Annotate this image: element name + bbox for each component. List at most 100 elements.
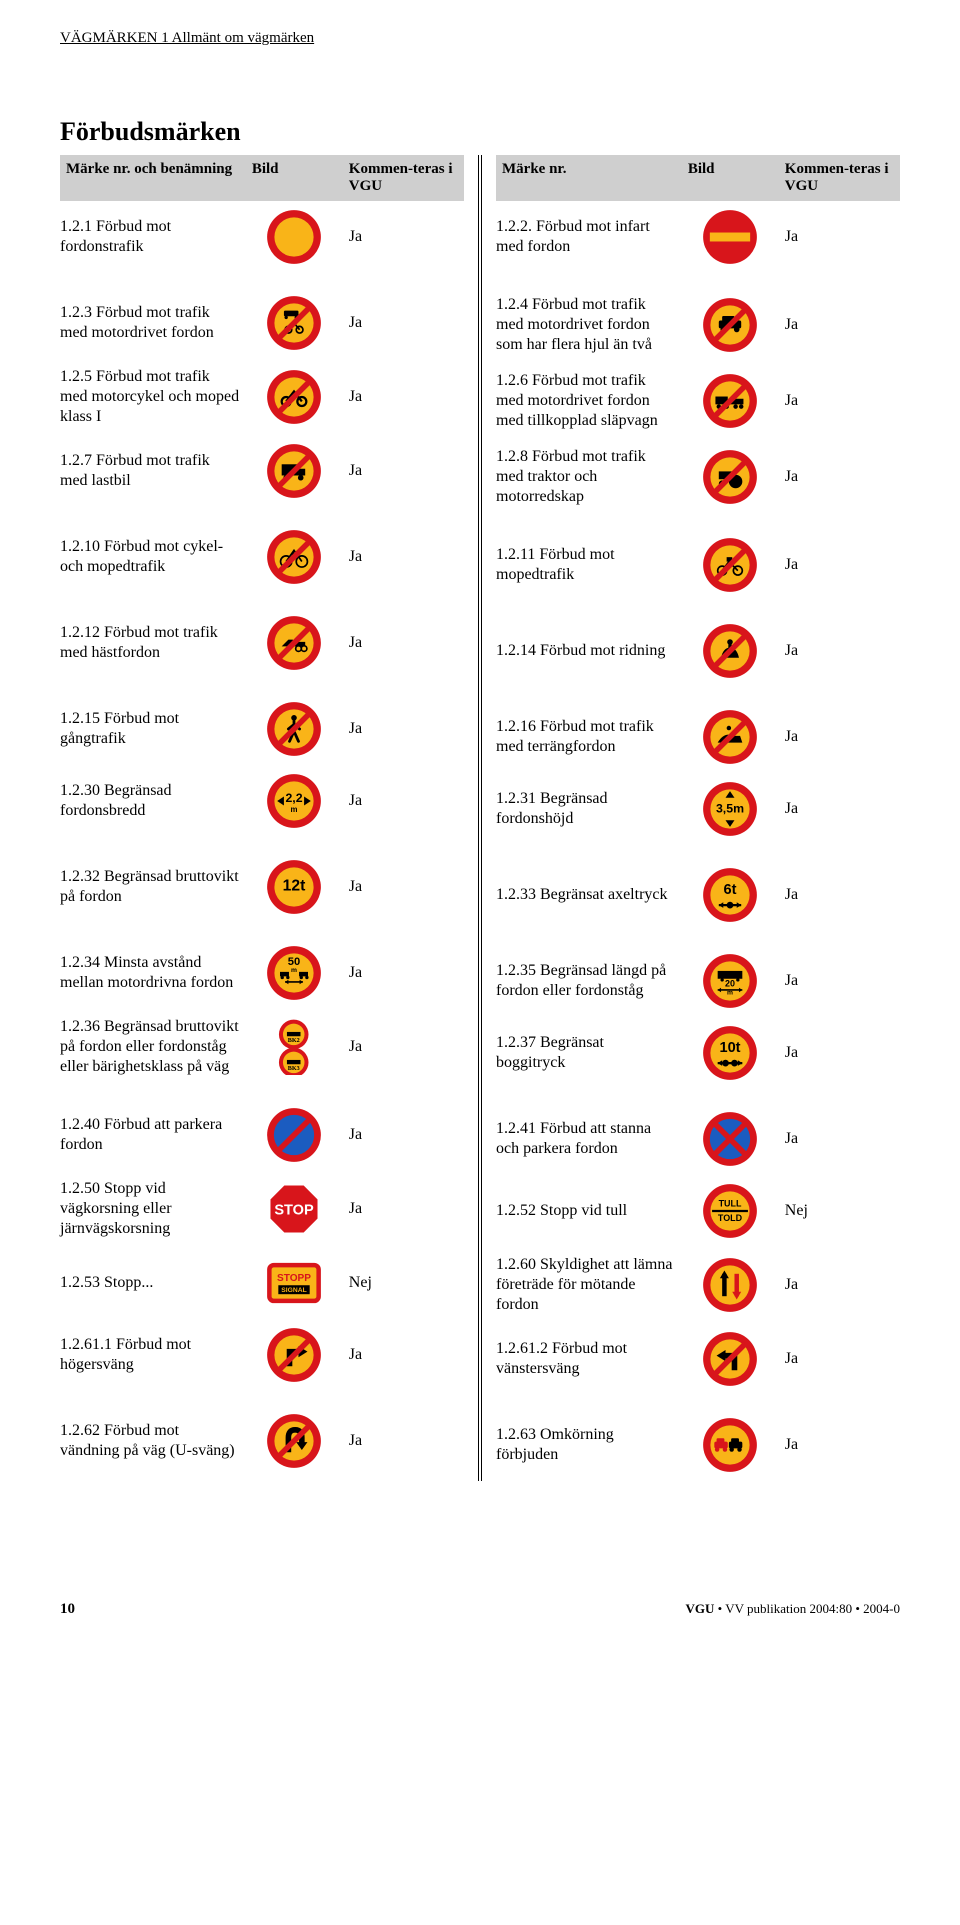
- section-title: Förbudsmärken: [60, 117, 900, 147]
- min-dist-icon: 50m: [266, 945, 322, 1001]
- table-row: 1.2.61.2 Förbud mot vänstersväng Ja: [496, 1323, 900, 1395]
- column-divider: [478, 155, 482, 1481]
- sign-image: 2,2m: [246, 773, 343, 829]
- sign-image: [682, 623, 779, 679]
- sign-label: 1.2.12 Förbud mot trafik med hästfordon: [60, 621, 246, 665]
- moped-slash-icon: [702, 537, 758, 593]
- sign-comment: Ja: [779, 314, 900, 336]
- sign-comment: Ja: [343, 632, 464, 654]
- no-park-icon: [266, 1107, 322, 1163]
- sign-comment: Ja: [343, 718, 464, 740]
- table-row: 1.2.63 Omkörning förbjuden Ja: [496, 1409, 900, 1481]
- ped-slash-icon: [266, 701, 322, 757]
- sign-label: 1.2.4 Förbud mot trafik med motordrivet …: [496, 293, 682, 357]
- sign-label: 1.2.32 Begränsad bruttovikt på fordon: [60, 865, 246, 909]
- svg-text:m: m: [291, 805, 298, 814]
- solid-circle-icon: [266, 209, 322, 265]
- sign-comment: Ja: [779, 1128, 900, 1150]
- horsecart-slash-icon: [266, 615, 322, 671]
- sign-label: 1.2.36 Begränsad bruttovikt på fordon el…: [60, 1015, 246, 1079]
- table-row: 1.2.34 Minsta avstånd mellan motordrivna…: [60, 937, 464, 1009]
- table-row: 1.2.33 Begränsat axeltryck 6t Ja: [496, 859, 900, 931]
- truck-slash-icon: [266, 443, 322, 499]
- sign-label: 1.2.10 Förbud mot cykel- och mopedtrafik: [60, 535, 246, 579]
- sign-comment: Ja: [779, 1274, 900, 1296]
- table-row: 1.2.36 Begränsad bruttovikt på fordon el…: [60, 1009, 464, 1085]
- svg-text:m: m: [291, 967, 297, 974]
- car-slash-icon: [702, 297, 758, 353]
- sign-comment: Nej: [343, 1272, 464, 1294]
- svg-text:3,5m: 3,5m: [716, 801, 744, 815]
- rider-slash-icon: [702, 623, 758, 679]
- axle-icon: 6t: [702, 867, 758, 923]
- sign-image: [682, 297, 779, 353]
- height-limit-icon: 3,5m: [702, 781, 758, 837]
- sign-comment: Ja: [343, 386, 464, 408]
- table-row: 1.2.37 Begränsat boggitryck 10t Ja: [496, 1017, 900, 1089]
- sign-label: 1.2.63 Omkörning förbjuden: [496, 1423, 682, 1467]
- give-way-onc-icon: [702, 1257, 758, 1313]
- group-gap: [60, 593, 464, 607]
- table-row: 1.2.52 Stopp vid tull Nej: [496, 1175, 900, 1247]
- table-row: 1.2.14 Förbud mot ridning Ja: [496, 615, 900, 687]
- sign-comment: Ja: [343, 226, 464, 248]
- table-row: 1.2.16 Förbud mot trafik med terrängford…: [496, 701, 900, 773]
- sign-comment: Ja: [779, 1434, 900, 1456]
- table-row: 1.2.15 Förbud mot gångtrafik Ja: [60, 693, 464, 765]
- sign-image: [682, 1111, 779, 1167]
- svg-text:20: 20: [725, 979, 735, 989]
- sign-label: 1.2.60 Skyldighet att lämna företräde fö…: [496, 1253, 682, 1317]
- sign-image: [246, 443, 343, 499]
- sign-label: 1.2.53 Stopp...: [60, 1271, 246, 1295]
- sign-image: 6t: [682, 867, 779, 923]
- sign-image: [682, 537, 779, 593]
- sign-label: 1.2.6 Förbud mot trafik med motordrivet …: [496, 369, 682, 433]
- sign-label: 1.2.14 Förbud mot ridning: [496, 639, 682, 663]
- table-row: 1.2.8 Förbud mot trafik med traktor och …: [496, 439, 900, 515]
- sign-label: 1.2.62 Förbud mot vändning på väg (U-svä…: [60, 1419, 246, 1463]
- sign-label: 1.2.15 Förbud mot gångtrafik: [60, 707, 246, 751]
- group-gap: [60, 507, 464, 521]
- col-label: Märke nr.: [496, 155, 682, 201]
- table-row: 1.2.10 Förbud mot cykel- och mopedtrafik…: [60, 521, 464, 593]
- table-row: 1.2.4 Förbud mot trafik med motordrivet …: [496, 287, 900, 363]
- table-row: 1.2.50 Stopp vid vägkorsning eller järnv…: [60, 1171, 464, 1247]
- col-label: Kommen-teras i VGU: [343, 155, 464, 201]
- tull-told-icon: [702, 1183, 758, 1239]
- sign-label: 1.2.41 Förbud att stanna och parkera for…: [496, 1117, 682, 1161]
- table-row: 1.2.2. Förbud mot infart med fordon Ja: [496, 201, 900, 273]
- group-gap: [496, 1395, 900, 1409]
- sign-label: 1.2.50 Stopp vid vägkorsning eller järnv…: [60, 1177, 246, 1241]
- sign-image: 10t: [682, 1025, 779, 1081]
- sign-comment: Ja: [779, 726, 900, 748]
- stop-oct-icon: [266, 1181, 322, 1237]
- sign-image: [246, 369, 343, 425]
- sign-image: [682, 1331, 779, 1387]
- sign-label: 1.2.7 Förbud mot trafik med lastbil: [60, 449, 246, 493]
- page-header: VÄGMÄRKEN 1 Allmänt om vägmärken: [60, 30, 900, 47]
- sign-comment: Ja: [779, 1348, 900, 1370]
- sign-label: 1.2.1 Förbud mot fordonstrafik: [60, 215, 246, 259]
- sign-image: [246, 615, 343, 671]
- group-gap: [496, 845, 900, 859]
- group-gap: [60, 923, 464, 937]
- length-limit-icon: 20m: [702, 953, 758, 1009]
- group-gap: [496, 1089, 900, 1103]
- sign-image: [246, 1413, 343, 1469]
- sign-comment: Ja: [343, 962, 464, 984]
- sign-comment: Ja: [343, 312, 464, 334]
- table-row: 1.2.7 Förbud mot trafik med lastbil Ja: [60, 435, 464, 507]
- group-gap: [60, 679, 464, 693]
- sign-image: [682, 1183, 779, 1239]
- group-gap: [60, 837, 464, 851]
- sign-image: [246, 529, 343, 585]
- trailer-slash-icon: [702, 373, 758, 429]
- sign-label: 1.2.52 Stopp vid tull: [496, 1199, 682, 1223]
- sign-comment: Nej: [779, 1200, 900, 1222]
- group-gap: [496, 687, 900, 701]
- bk-pair-icon: [266, 1019, 322, 1075]
- sign-comment: Ja: [779, 884, 900, 906]
- group-gap: [496, 273, 900, 287]
- sign-comment: Ja: [343, 1036, 464, 1058]
- sign-table: Märke nr. och benämning Bild Kommen-tera…: [60, 155, 900, 1481]
